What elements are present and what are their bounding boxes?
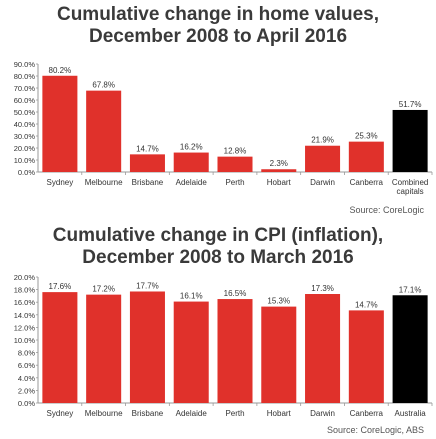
category-label: Sydney	[47, 409, 74, 418]
data-label: 17.7%	[136, 281, 159, 290]
bar-brisbane	[129, 291, 165, 403]
y-tick-label: 14.0%	[14, 311, 36, 320]
y-tick-label: 10.0%	[14, 336, 36, 345]
y-tick-label: 12.0%	[14, 323, 36, 332]
bar-melbourne	[86, 90, 122, 172]
bar-australia	[392, 295, 428, 403]
data-label: 51.7%	[399, 100, 422, 109]
y-tick-label: 0.0%	[18, 399, 35, 408]
y-tick-label: 90.0%	[14, 60, 36, 69]
cpi-bar-chart: 0.0% 2.0% 4.0% 6.0% 8.0% 10.0% 12.0% 14.0% 16.0%…	[14, 273, 433, 418]
category-label: Adelaide	[176, 178, 208, 187]
bar-hobart	[261, 306, 297, 403]
bar-perth	[217, 299, 253, 403]
category-label: Sydney	[47, 178, 74, 187]
data-label: 67.8%	[92, 81, 115, 90]
y-tick-label: 40.0%	[14, 120, 36, 129]
category-label: Combined capitals	[392, 178, 428, 196]
data-label: 17.2%	[92, 285, 115, 294]
data-label: 17.6%	[49, 282, 72, 291]
home-values-bar-chart: 0.0% 10.0% 20.0% 30.0% 40.0% 50.0% 60.0% 70.0% 8…	[14, 60, 433, 196]
data-label: 17.1%	[399, 285, 422, 294]
data-label: 2.3%	[270, 159, 288, 168]
y-tick-label: 60.0%	[14, 96, 36, 105]
bar-hobart	[261, 169, 297, 172]
data-label: 25.3%	[355, 132, 378, 141]
y-tick-label: 2.0%	[18, 386, 35, 395]
chart-1-title-line-1: Cumulative change in home values,	[56, 4, 380, 25]
y-tick-label: 70.0%	[14, 84, 36, 93]
bar-adelaide	[173, 301, 209, 403]
data-label: 21.9%	[311, 136, 334, 145]
y-tick-label: 18.0%	[14, 286, 36, 295]
y-tick-label: 4.0%	[18, 374, 35, 383]
y-tick-label: 16.0%	[14, 298, 36, 307]
chart-2-source: Source: CoreLogic, ABS	[326, 425, 424, 435]
data-label: 16.1%	[180, 292, 203, 301]
data-label: 80.2%	[49, 66, 72, 75]
data-label: 15.3%	[267, 297, 290, 306]
category-label: Hobart	[267, 178, 292, 187]
category-label: Darwin	[310, 409, 335, 418]
category-label: Melbourne	[85, 178, 123, 187]
bar-brisbane	[129, 154, 165, 172]
category-label: Australia	[395, 409, 427, 418]
category-label: Canberra	[350, 409, 384, 418]
data-label: 14.7%	[136, 144, 159, 153]
category-label: Darwin	[310, 178, 335, 187]
bar-canberra	[348, 310, 384, 403]
bar-adelaide	[173, 152, 209, 172]
bar-combined-capitals	[392, 109, 428, 172]
chart-2-title-line-1: Cumulative change in CPI (inflation),	[52, 225, 384, 246]
y-tick-label: 80.0%	[14, 72, 36, 81]
category-label: Melbourne	[85, 409, 123, 418]
category-label: Brisbane	[132, 409, 164, 418]
category-label: Canberra	[350, 178, 384, 187]
data-label: 17.3%	[311, 284, 334, 293]
category-label: Brisbane	[132, 178, 164, 187]
data-label: 14.7%	[355, 300, 378, 309]
y-tick-label: 0.0%	[18, 168, 35, 177]
chart-1-title-line-2: December 2008 to April 2016	[88, 26, 348, 47]
data-label: 12.8%	[224, 147, 247, 156]
category-label: Perth	[225, 178, 244, 187]
data-label: 16.2%	[180, 143, 203, 152]
bar-darwin	[305, 294, 341, 403]
chart-1-source: Source: CoreLogic	[349, 205, 424, 215]
y-tick-label: 30.0%	[14, 132, 36, 141]
bar-canberra	[348, 141, 384, 172]
category-label: Adelaide	[176, 409, 208, 418]
bar-melbourne	[86, 294, 122, 403]
data-label: 16.5%	[224, 289, 247, 298]
y-tick-label: 20.0%	[14, 273, 36, 282]
y-tick-label: 8.0%	[18, 349, 35, 358]
y-tick-label: 10.0%	[14, 156, 36, 165]
y-tick-label: 20.0%	[14, 144, 36, 153]
y-tick-label: 50.0%	[14, 108, 36, 117]
category-label: Hobart	[267, 409, 292, 418]
chart-2-title-line-2: December 2008 to March 2016	[82, 247, 354, 268]
bar-sydney	[42, 292, 78, 403]
bar-sydney	[42, 75, 78, 172]
bar-darwin	[305, 145, 341, 172]
bar-perth	[217, 156, 253, 172]
y-tick-label: 6.0%	[18, 361, 35, 370]
category-label: Perth	[225, 409, 244, 418]
